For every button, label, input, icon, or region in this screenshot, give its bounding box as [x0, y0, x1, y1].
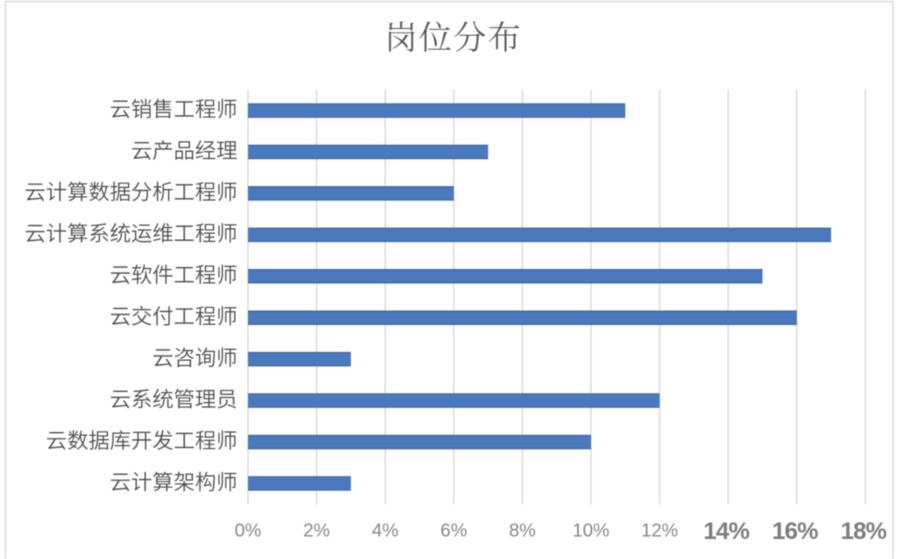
svg-text:12%: 12%	[641, 520, 678, 541]
svg-text:10%: 10%	[572, 520, 609, 541]
svg-text:14%: 14%	[703, 518, 749, 545]
svg-text:2%: 2%	[303, 520, 330, 541]
svg-text:8%: 8%	[509, 520, 536, 541]
svg-text:16%: 16%	[772, 518, 818, 545]
svg-text:6%: 6%	[440, 520, 467, 541]
svg-text:4%: 4%	[372, 520, 399, 541]
svg-text:0%: 0%	[235, 520, 262, 541]
svg-text:18%: 18%	[841, 518, 887, 545]
